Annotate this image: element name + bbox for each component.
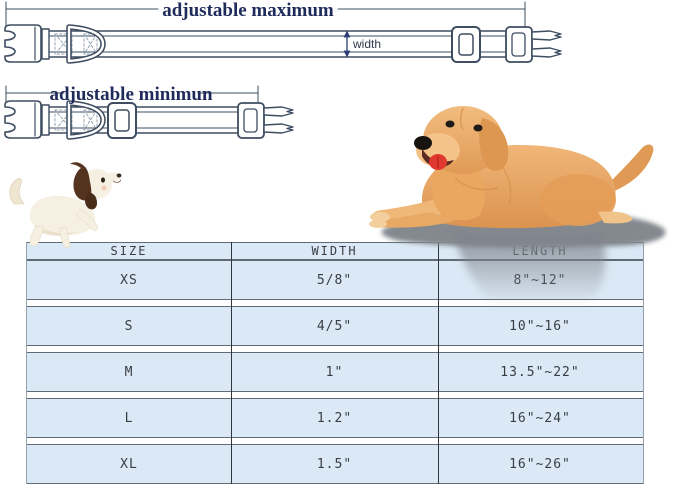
dog-eye <box>445 120 455 128</box>
collar-diagrams: adjustable maximum width <box>4 0 562 140</box>
collar-minimum-diagram <box>4 85 294 140</box>
dog-tail <box>604 144 654 192</box>
female-buckle <box>4 100 42 139</box>
puppy-body <box>30 195 96 236</box>
header-width: WIDTH <box>311 244 358 258</box>
cell-size: XL <box>120 456 138 472</box>
puppy-ear <box>85 192 97 210</box>
dog-ear <box>479 118 509 171</box>
puppy-nose <box>116 173 122 178</box>
puppy-leg <box>75 209 98 232</box>
golden-retriever-illustration <box>369 106 666 305</box>
cell-width: 4/5" <box>316 318 353 334</box>
dog-front-leg <box>370 212 456 228</box>
table-column-divider <box>231 242 232 484</box>
table-row-l: L 1.2" 16"~24" <box>27 398 643 438</box>
stitch-box <box>54 33 98 55</box>
dog-nose <box>414 136 432 150</box>
adjustable-minimum-label: adjustable minimun <box>49 84 213 105</box>
female-buckle <box>4 24 42 63</box>
width-label: width <box>352 37 381 51</box>
adjustable-maximum-label: adjustable maximum <box>162 0 334 21</box>
cell-width: 1.5" <box>316 456 353 472</box>
puppy-leg <box>29 225 45 247</box>
collar-maximum-diagram <box>4 1 562 64</box>
table-row-m: M 1" 13.5"~22" <box>27 352 643 392</box>
cell-width: 1" <box>325 364 344 380</box>
cell-size: S <box>124 318 134 334</box>
width-arrow <box>343 30 351 58</box>
cell-size: XS <box>120 272 138 288</box>
puppy-ear <box>70 162 84 169</box>
puppy-illustration <box>9 162 122 248</box>
cell-length: 16"~26" <box>509 456 571 472</box>
cell-length: 16"~24" <box>509 410 571 426</box>
cell-size: M <box>124 364 134 380</box>
header-size: SIZE <box>110 244 148 258</box>
puppy-eye <box>101 177 105 183</box>
table-row-s: S 4/5" 10"~16" <box>27 306 643 346</box>
cell-length: 10"~16" <box>509 318 571 334</box>
cell-width: 5/8" <box>316 272 353 288</box>
puppy-cheek <box>101 185 107 191</box>
puppy-mouth <box>112 179 122 183</box>
cell-width: 1.2" <box>316 410 353 426</box>
puppy-ear <box>73 166 92 201</box>
table-row-xl: XL 1.5" 16"~26" <box>27 444 643 484</box>
table-column-divider <box>438 242 439 484</box>
puppy-tail <box>9 178 25 205</box>
puppy-leg <box>59 226 71 248</box>
dog-shadow-fade <box>455 233 606 305</box>
cell-length: 13.5"~22" <box>500 364 580 380</box>
dog-eye <box>473 124 483 132</box>
cell-size: L <box>124 410 134 426</box>
